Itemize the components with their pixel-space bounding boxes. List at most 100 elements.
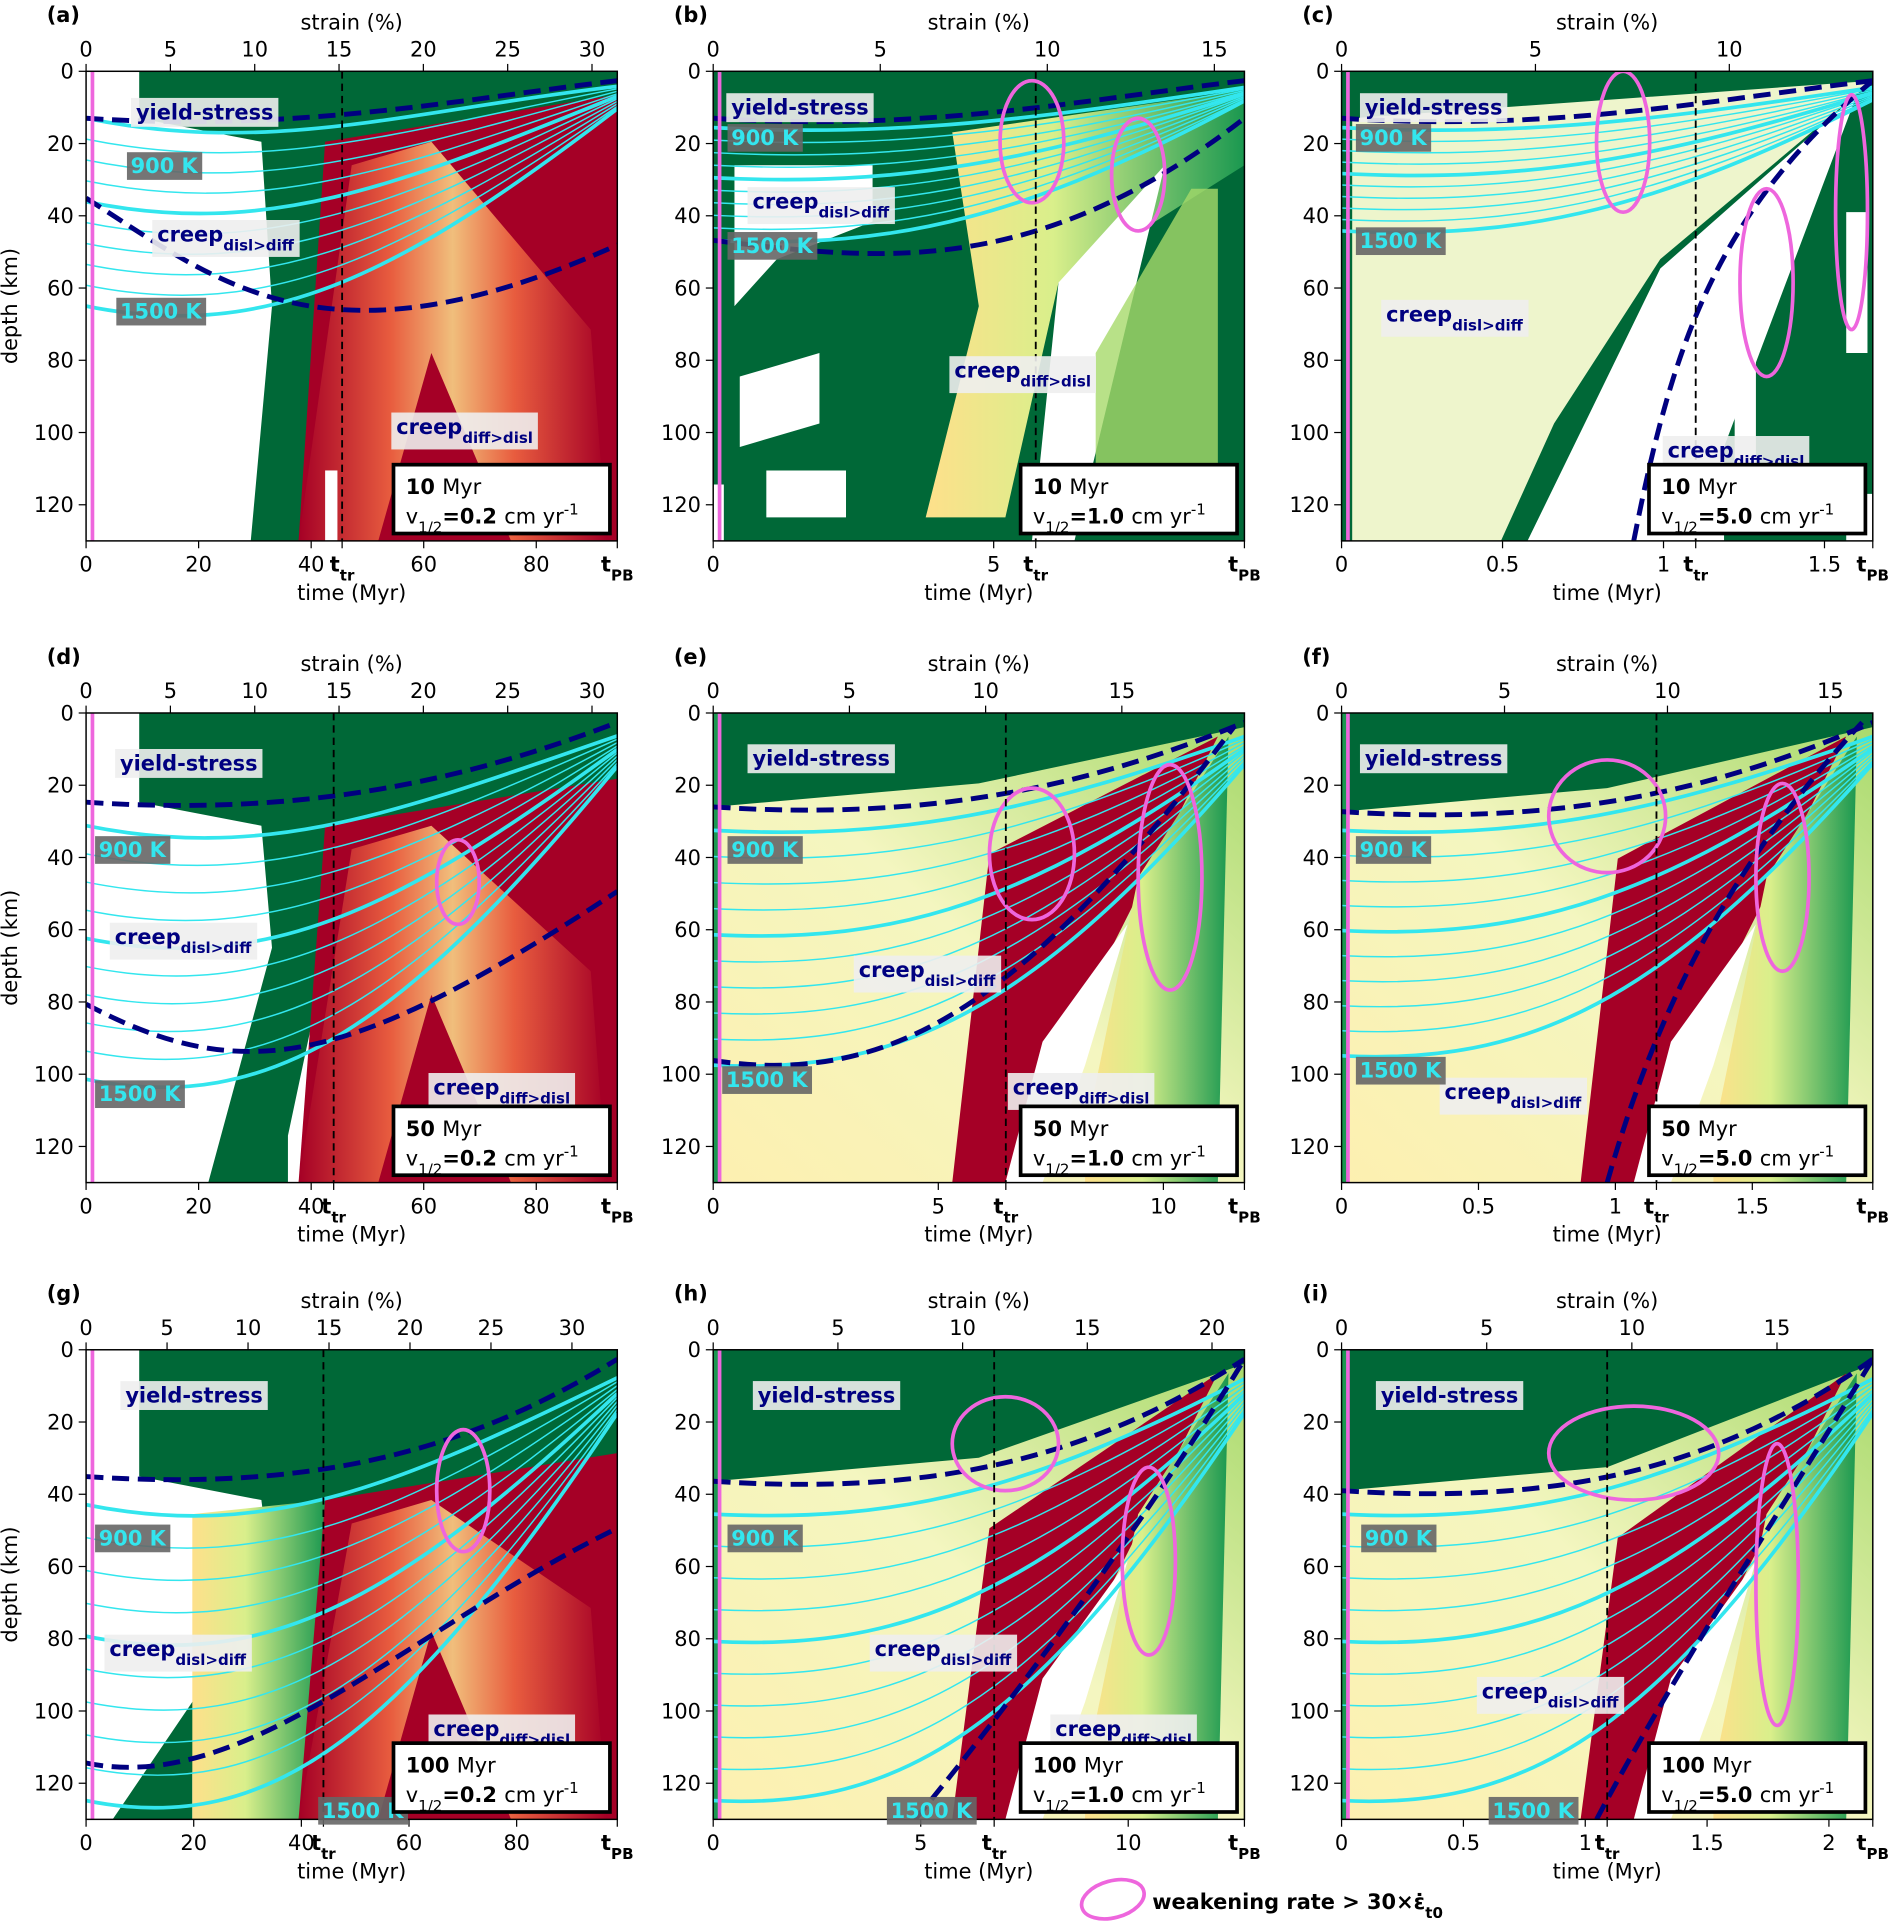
yield-stress-label: yield-stress — [731, 96, 869, 120]
x-mark-label: tPB — [1228, 553, 1260, 585]
x-mark-label-part: t — [321, 1194, 331, 1218]
info-velocity-part: =1.0 — [1070, 1146, 1125, 1170]
x-mark-label-part: tr — [1033, 567, 1048, 585]
weakening-contour — [1136, 762, 1204, 992]
creep-label-part: creep — [1668, 438, 1734, 462]
field-green — [112, 1349, 618, 1820]
creep-label: creepdisl>diff — [859, 958, 997, 990]
x2-tick-label: 0 — [79, 1316, 92, 1340]
isotherm — [713, 745, 1245, 911]
info-velocity: v1/2=0.2 cm yr-1 — [406, 1779, 579, 1815]
y-tick-label: 120 — [34, 1135, 74, 1159]
x2-tick-label: 15 — [326, 38, 353, 62]
isotherm — [1341, 746, 1873, 934]
x2-tick-label: 0 — [707, 38, 720, 62]
creep-label: creepdiff>disl — [1013, 1075, 1150, 1107]
label-box — [727, 124, 803, 152]
creep-label-part: disl>diff — [818, 204, 890, 222]
info-age: 100 Myr — [1033, 1754, 1123, 1778]
y-tick-label: 80 — [1303, 1627, 1330, 1651]
info-box — [391, 1741, 612, 1814]
field-red — [952, 1373, 1218, 1820]
label-box — [726, 93, 874, 123]
info-velocity-part: 1/2 — [418, 1160, 442, 1178]
weakening-contour — [1120, 1465, 1178, 1657]
x-mark-label: ttr — [311, 1831, 336, 1863]
creep-label-part: creep — [157, 222, 223, 246]
label-box — [747, 187, 895, 225]
regime-boundary — [86, 196, 618, 313]
label-box — [126, 152, 203, 180]
info-velocity: v1/2=5.0 cm yr-1 — [1661, 1142, 1834, 1178]
creep-label: creepdisl>diff — [752, 190, 890, 222]
x-tick-label: 1.5 — [1808, 553, 1841, 577]
x2-tick-label: 20 — [410, 679, 437, 703]
isotherm — [713, 91, 1245, 182]
x-mark-label-part: t — [601, 1831, 611, 1855]
x-tick-label: 60 — [396, 1831, 423, 1855]
info-velocity: v1/2=0.2 cm yr-1 — [406, 501, 579, 537]
info-velocity-part: 1/2 — [1674, 1797, 1698, 1815]
info-velocity-part: v — [406, 1146, 418, 1170]
label-box — [1488, 1796, 1579, 1825]
label-box — [95, 836, 171, 864]
isotherm — [86, 1412, 618, 1810]
isotherm — [713, 1405, 1245, 1739]
plot-area — [713, 712, 1245, 1183]
frame — [85, 712, 619, 1184]
info-age-part: 10 — [406, 475, 435, 499]
info-velocity-part: cm yr — [504, 1146, 564, 1170]
info-velocity-part: =5.0 — [1698, 505, 1753, 529]
isotherm-label: 900 K — [99, 838, 167, 862]
x2-axis-label: strain (%) — [928, 1289, 1030, 1313]
x-tick-label: 0 — [79, 1194, 92, 1218]
field-strip — [1341, 712, 1349, 1183]
creep-label: creepdisl>diff — [109, 1637, 247, 1669]
isotherm — [713, 1397, 1245, 1675]
creep-label-part: disl>diff — [1511, 1094, 1583, 1112]
frame — [712, 70, 1246, 542]
isotherm — [713, 742, 1245, 885]
x2-tick-label: 5 — [164, 679, 177, 703]
info-velocity-part: -1 — [1191, 501, 1206, 519]
x-axis-label: time (Myr) — [1553, 1223, 1662, 1247]
x-mark-label: tPB — [1857, 553, 1889, 585]
isotherm — [86, 745, 618, 922]
y-tick-label: 20 — [1303, 132, 1330, 156]
x2-tick-label: 30 — [579, 38, 606, 62]
field-white — [1527, 94, 1857, 541]
x-tick-label: 0 — [1335, 1831, 1348, 1855]
x-mark-label: tPB — [1857, 1831, 1889, 1863]
y-tick-label: 60 — [1303, 276, 1330, 300]
y-tick-label: 100 — [1289, 1063, 1329, 1087]
creep-label-part: creep — [859, 958, 925, 982]
label-box — [95, 1080, 185, 1109]
x2-axis-label: strain (%) — [301, 1289, 403, 1313]
x2-axis-label: strain (%) — [301, 11, 403, 35]
isotherm-label: 900 K — [131, 154, 199, 178]
info-age-part: Myr — [1698, 475, 1737, 499]
x-tick-label: 1 — [1579, 1831, 1592, 1855]
creep-label: creepdisl>diff — [157, 222, 295, 254]
creep-label: creepdisl>diff — [115, 925, 253, 957]
field-green — [139, 712, 618, 1183]
info-velocity-part: 1/2 — [418, 1797, 442, 1815]
x-mark-label: tPB — [601, 553, 633, 585]
regime-boundary — [86, 1357, 618, 1483]
creep-label-part: disl>diff — [1548, 1693, 1620, 1711]
info-age-part: 50 — [1661, 1117, 1690, 1141]
creep-label-part: creep — [1055, 1717, 1121, 1741]
y-tick-label: 100 — [34, 421, 74, 445]
x2-tick-label: 10 — [1654, 679, 1681, 703]
field-white — [766, 470, 847, 518]
isotherm — [1341, 97, 1873, 222]
info-age: 50 Myr — [406, 1117, 482, 1141]
y-tick-label: 100 — [661, 1063, 701, 1087]
weakening-contour — [998, 78, 1066, 205]
field-white — [739, 353, 820, 447]
y-tick-label: 20 — [674, 132, 701, 156]
y-tick-label: 40 — [1303, 846, 1330, 870]
x-mark-label-part: t — [601, 553, 611, 577]
creep-label: creepdisl>diff — [875, 1637, 1013, 1669]
